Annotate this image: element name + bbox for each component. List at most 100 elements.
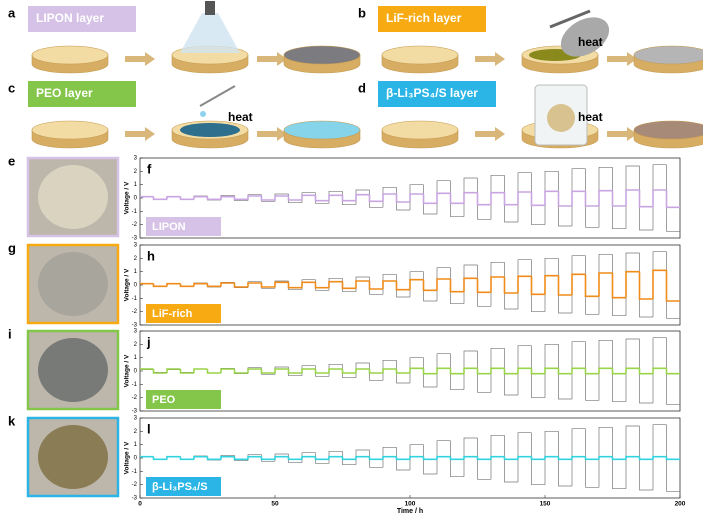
voltage-step	[531, 259, 545, 313]
voltage-step	[598, 253, 613, 315]
arrow	[257, 127, 287, 141]
voltage-step	[463, 367, 478, 374]
arrow	[475, 127, 505, 141]
voltage-step	[341, 456, 356, 461]
legend-box	[146, 217, 221, 236]
y-axis-label: Voltage / V	[124, 181, 131, 214]
y-tick-label: -1	[132, 469, 138, 475]
voltage-step	[260, 456, 275, 461]
voltage-step	[504, 175, 518, 223]
disc-top	[381, 45, 459, 65]
voltage-step	[639, 426, 653, 491]
voltage-step	[665, 456, 680, 461]
voltage-step	[409, 444, 424, 470]
voltage-step	[152, 456, 167, 461]
voltage-step	[274, 455, 289, 460]
voltage-step	[193, 368, 208, 373]
voltage-step	[517, 432, 532, 482]
disc-top	[381, 120, 459, 140]
voltage-step	[476, 192, 491, 206]
voltage-step	[571, 367, 586, 374]
pipette	[549, 9, 591, 29]
voltage-step	[450, 180, 464, 218]
voltage-step	[530, 456, 545, 461]
voltage-step	[233, 283, 248, 288]
photo-disc	[38, 338, 108, 402]
voltage-step	[382, 359, 397, 381]
voltage-step	[625, 338, 640, 402]
voltage-step	[612, 254, 626, 317]
voltage-step	[260, 196, 275, 201]
voltage-step	[315, 365, 329, 377]
pipette	[199, 85, 236, 107]
voltage-step	[342, 191, 356, 206]
voltage-step	[503, 456, 518, 461]
voltage-step	[490, 347, 505, 393]
voltage-step	[274, 368, 289, 373]
panel-letter: b	[358, 5, 366, 20]
voltage-step	[179, 196, 194, 201]
voltage-step	[584, 191, 599, 207]
y-tick-label: -2	[132, 482, 138, 488]
voltage-step	[233, 456, 248, 461]
voltage-step	[639, 339, 653, 404]
x-tick-label: 100	[405, 501, 416, 508]
voltage-step	[476, 278, 491, 294]
voltage-step	[558, 344, 572, 400]
y-tick-label: -3	[132, 496, 138, 502]
voltage-step	[625, 270, 640, 298]
voltage-step	[152, 369, 167, 374]
voltage-step	[463, 277, 478, 292]
voltage-step	[436, 455, 451, 460]
voltage-step	[261, 454, 275, 462]
voltage-step	[476, 368, 491, 375]
legend-box	[146, 304, 221, 323]
heat-label: heat	[578, 110, 603, 124]
voltage-step	[625, 165, 640, 229]
y-tick-label: 1	[134, 442, 138, 448]
voltage-step	[490, 434, 505, 480]
voltage-step	[449, 279, 464, 293]
voltage-step	[557, 368, 572, 375]
arrow	[125, 52, 155, 66]
voltage-step	[598, 189, 613, 206]
y-tick-label: -2	[132, 309, 138, 315]
voltage-step	[544, 343, 559, 398]
voltage-step	[449, 368, 464, 375]
voltage-step	[342, 278, 356, 293]
voltage-step	[301, 365, 316, 376]
voltage-step	[449, 456, 464, 461]
voltage-step	[328, 277, 343, 291]
y-tick-label: 0	[134, 283, 138, 289]
voltage-step	[369, 277, 383, 295]
voltage-step	[166, 368, 181, 373]
voltage-step	[490, 174, 505, 220]
layer-label: PEO layer	[36, 86, 93, 100]
x-tick-label: 150	[540, 501, 551, 508]
voltage-step	[665, 190, 680, 209]
voltage-step	[504, 348, 518, 396]
voltage-step	[625, 367, 640, 374]
y-tick-label: -3	[132, 409, 138, 415]
voltage-step	[423, 444, 437, 475]
y-tick-label: 2	[134, 256, 138, 262]
voltage-step	[409, 455, 424, 460]
voltage-step	[571, 341, 586, 399]
voltage-step	[355, 362, 370, 378]
voltage-step	[436, 367, 451, 374]
voltage-step	[652, 189, 667, 207]
series	[140, 455, 680, 461]
voltage-step	[152, 196, 167, 201]
voltage-step	[409, 184, 424, 210]
voltage-step	[463, 264, 478, 304]
voltage-step	[179, 369, 194, 374]
voltage-step	[247, 282, 262, 287]
voltage-step	[315, 279, 329, 291]
y-axis-label: Voltage / V	[124, 268, 131, 301]
voltage-step	[517, 275, 532, 293]
voltage-step	[301, 368, 316, 373]
y-tick-label: 2	[134, 429, 138, 435]
voltage-step	[449, 193, 464, 205]
voltage-step	[355, 368, 370, 373]
series	[140, 269, 680, 302]
